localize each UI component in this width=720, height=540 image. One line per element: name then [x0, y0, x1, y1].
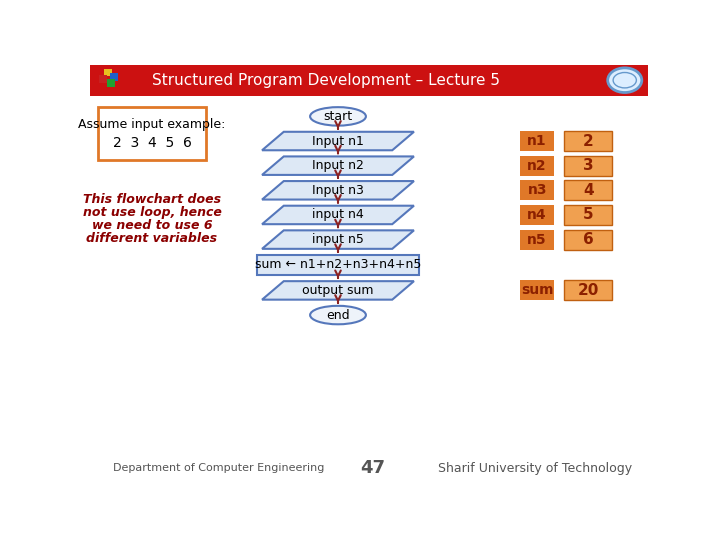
Bar: [256, 255, 419, 275]
Text: start: start: [323, 110, 353, 123]
Bar: [520, 131, 554, 151]
Text: This flowchart does: This flowchart does: [83, 193, 221, 206]
Text: sum: sum: [521, 284, 554, 298]
Bar: [99, 75, 107, 83]
Bar: [564, 180, 612, 200]
Polygon shape: [262, 206, 414, 224]
Bar: [564, 156, 612, 176]
Polygon shape: [262, 231, 414, 249]
Text: Input n3: Input n3: [312, 184, 364, 197]
Text: Structured Program Development – Lecture 5: Structured Program Development – Lecture…: [152, 73, 500, 87]
Text: n1: n1: [527, 134, 547, 148]
Text: 3: 3: [583, 158, 593, 173]
Bar: [520, 230, 554, 249]
Bar: [110, 73, 118, 81]
Bar: [90, 65, 648, 96]
Text: input n5: input n5: [312, 233, 364, 246]
Text: not use loop, hence: not use loop, hence: [83, 206, 222, 219]
Text: 6: 6: [583, 232, 594, 247]
Polygon shape: [262, 132, 414, 150]
Text: input n4: input n4: [312, 208, 364, 221]
Bar: [564, 280, 612, 300]
Text: 2: 2: [583, 133, 594, 148]
Bar: [520, 156, 554, 176]
Text: sum ← n1+n2+n3+n4+n5: sum ← n1+n2+n3+n4+n5: [255, 259, 421, 272]
Bar: [104, 69, 112, 76]
Text: n2: n2: [527, 159, 547, 173]
Ellipse shape: [310, 306, 366, 325]
Text: 5: 5: [583, 207, 593, 222]
Bar: [107, 79, 114, 87]
Text: Department of Computer Engineering: Department of Computer Engineering: [113, 463, 325, 473]
Text: 2  3  4  5  6: 2 3 4 5 6: [112, 136, 192, 150]
Bar: [520, 205, 554, 225]
Bar: [564, 230, 612, 249]
Text: 4: 4: [583, 183, 593, 198]
Text: n4: n4: [527, 208, 547, 222]
Text: Input n1: Input n1: [312, 134, 364, 147]
Text: n5: n5: [527, 233, 547, 247]
Ellipse shape: [613, 72, 636, 88]
Bar: [564, 131, 612, 151]
Text: n3: n3: [528, 183, 547, 197]
Text: we need to use 6: we need to use 6: [91, 219, 212, 232]
Bar: [564, 205, 612, 225]
Ellipse shape: [608, 68, 642, 92]
Bar: [520, 180, 554, 200]
Text: 20: 20: [577, 283, 599, 298]
Text: end: end: [326, 308, 350, 321]
Bar: [520, 280, 554, 300]
Text: different variables: different variables: [86, 232, 217, 245]
Text: Input n2: Input n2: [312, 159, 364, 172]
Text: Sharif University of Technology: Sharif University of Technology: [438, 462, 632, 475]
Ellipse shape: [310, 107, 366, 126]
Text: 47: 47: [361, 460, 385, 477]
Text: output sum: output sum: [302, 284, 374, 297]
Text: Assume input example:: Assume input example:: [78, 118, 225, 131]
Bar: [98, 107, 206, 159]
Polygon shape: [262, 281, 414, 300]
Polygon shape: [262, 181, 414, 200]
Polygon shape: [262, 157, 414, 175]
